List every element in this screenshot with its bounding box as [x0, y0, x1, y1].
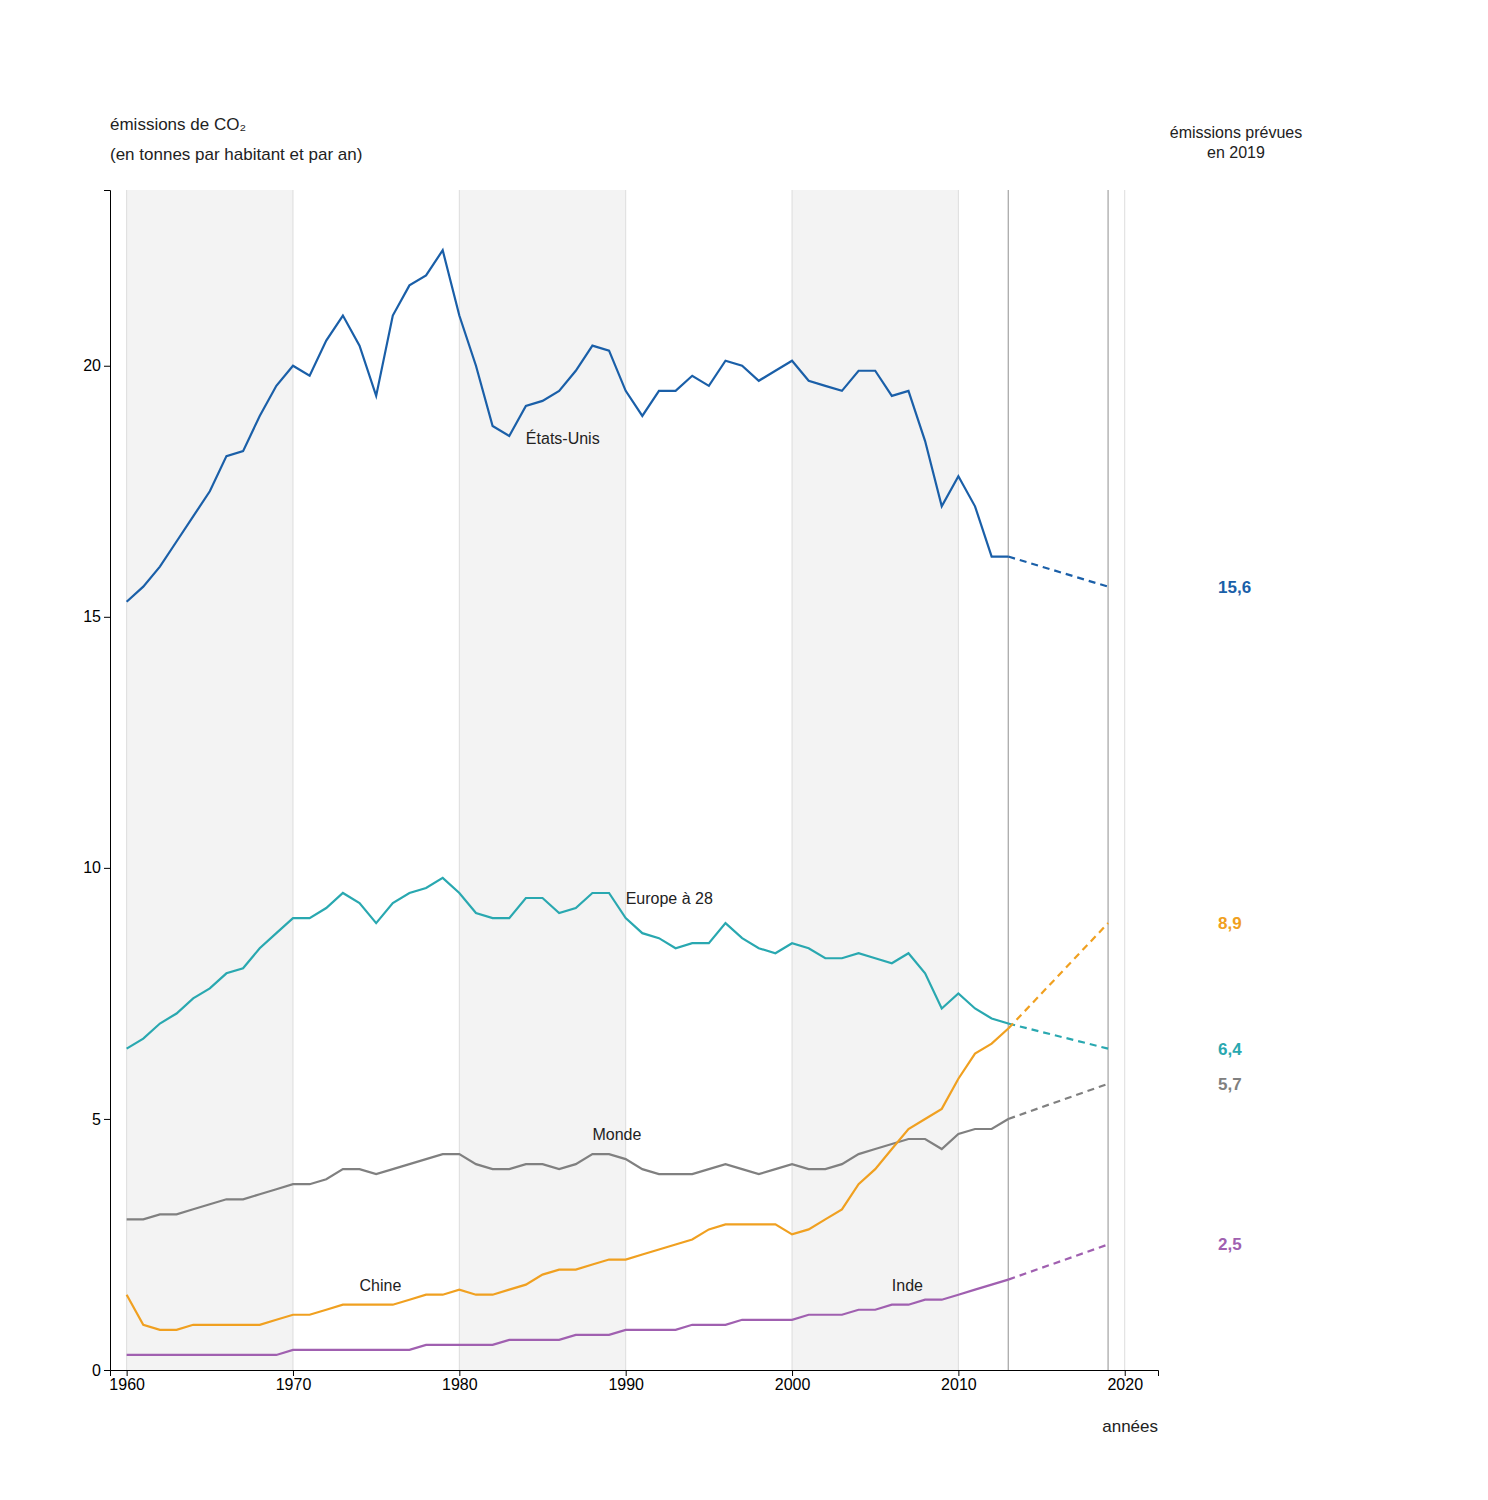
tick-label: 5: [92, 1111, 101, 1128]
tick-mark: [792, 1370, 793, 1376]
tick-label: 2010: [941, 1376, 977, 1393]
tick: 5: [92, 1111, 110, 1128]
chart: 1960 1970 1980 1990 2000 2010 2020 0 5 10 15 20 État…: [0, 0, 1488, 1500]
tick-mark: [459, 1370, 460, 1376]
tick-label: 1970: [276, 1376, 312, 1393]
tick: 1980: [442, 1370, 478, 1393]
tick-label: 15: [83, 608, 101, 625]
tick-mark: [293, 1370, 294, 1376]
y-axis: 0 5 10 15 20: [83, 191, 110, 1379]
forecast-line: [1008, 1244, 1108, 1279]
tick: 2010: [941, 1370, 977, 1393]
tick-mark: [958, 1370, 959, 1376]
forecast-value-label: 8,9: [1218, 914, 1242, 933]
forecast-line: [1008, 557, 1108, 587]
x-axis: 1960 1970 1980 1990 2000 2010 2020: [109, 1370, 1158, 1393]
series-label: Monde: [592, 1126, 641, 1143]
series-line: [127, 250, 1009, 601]
tick: 1990: [608, 1370, 644, 1393]
texts: États-Unis Europe à 28 Monde Chine Inde 15,6 6…: [110, 115, 1302, 1436]
series-label: États-Unis: [526, 429, 600, 447]
tick-label: 1980: [442, 1376, 478, 1393]
grid-line: [459, 190, 460, 1370]
tick-label: 20: [83, 357, 101, 374]
tick: 1970: [276, 1370, 312, 1393]
tick-mark: [104, 366, 110, 367]
tick-mark: [104, 1119, 110, 1120]
grid-line: [792, 190, 793, 1370]
y-axis-title: émissions de CO₂: [110, 115, 246, 134]
grid-line: [1124, 190, 1125, 1370]
y-axis-title: (en tonnes par habitant et par an): [110, 145, 362, 164]
tick-label: 10: [83, 859, 101, 876]
decade-band: [127, 190, 293, 1370]
plot-area: [127, 250, 1108, 1355]
tick-label: 1990: [608, 1376, 644, 1393]
tick-mark: [127, 1370, 128, 1376]
forecast-value-label: 6,4: [1218, 1040, 1242, 1059]
tick: 10: [83, 859, 110, 876]
tick: 15: [83, 608, 110, 625]
forecast-line: [1008, 1024, 1108, 1049]
forecast-vline: [1008, 190, 1009, 1370]
tick: 2020: [1107, 1370, 1143, 1393]
series-label: Chine: [360, 1277, 402, 1294]
tick-mark: [104, 1370, 110, 1371]
vlines: [1008, 190, 1108, 1370]
decade-band: [459, 190, 625, 1370]
grid-line: [958, 190, 959, 1370]
tick-mark: [626, 1370, 627, 1376]
series-label: Inde: [892, 1277, 923, 1294]
grid: [127, 190, 1125, 1370]
series-label: Europe à 28: [626, 890, 713, 907]
forecast-line: [1008, 1084, 1108, 1119]
annotation: émissions prévuesen 2019: [1170, 124, 1303, 161]
axis-line: [111, 1371, 1159, 1377]
forecast-line: [1008, 923, 1108, 1028]
tick: 0: [92, 1362, 110, 1379]
tick-mark: [104, 617, 110, 618]
forecast-value-label: 2,5: [1218, 1235, 1242, 1254]
series-line: [127, 1029, 1009, 1330]
forecast-value-label: 5,7: [1218, 1075, 1242, 1094]
forecast-vline: [1107, 190, 1108, 1370]
tick-label: 1960: [109, 1376, 145, 1393]
tick-mark: [1125, 1370, 1126, 1376]
grid-line: [625, 190, 626, 1370]
tick-mark: [104, 868, 110, 869]
series-line: [127, 1280, 1009, 1355]
series-line: [127, 878, 1009, 1049]
bands: [127, 190, 959, 1370]
decade-band: [792, 190, 958, 1370]
x-axis-title: années: [1102, 1417, 1158, 1436]
tick: 2000: [775, 1370, 811, 1393]
grid-line: [126, 190, 127, 1370]
tick-label: 2000: [775, 1376, 811, 1393]
axis-line: [104, 191, 111, 1371]
forecast-value-label: 15,6: [1218, 578, 1251, 597]
tick-label: 0: [92, 1362, 101, 1379]
tick: 1960: [109, 1370, 145, 1393]
tick-label: 2020: [1107, 1376, 1143, 1393]
tick: 20: [83, 357, 110, 374]
